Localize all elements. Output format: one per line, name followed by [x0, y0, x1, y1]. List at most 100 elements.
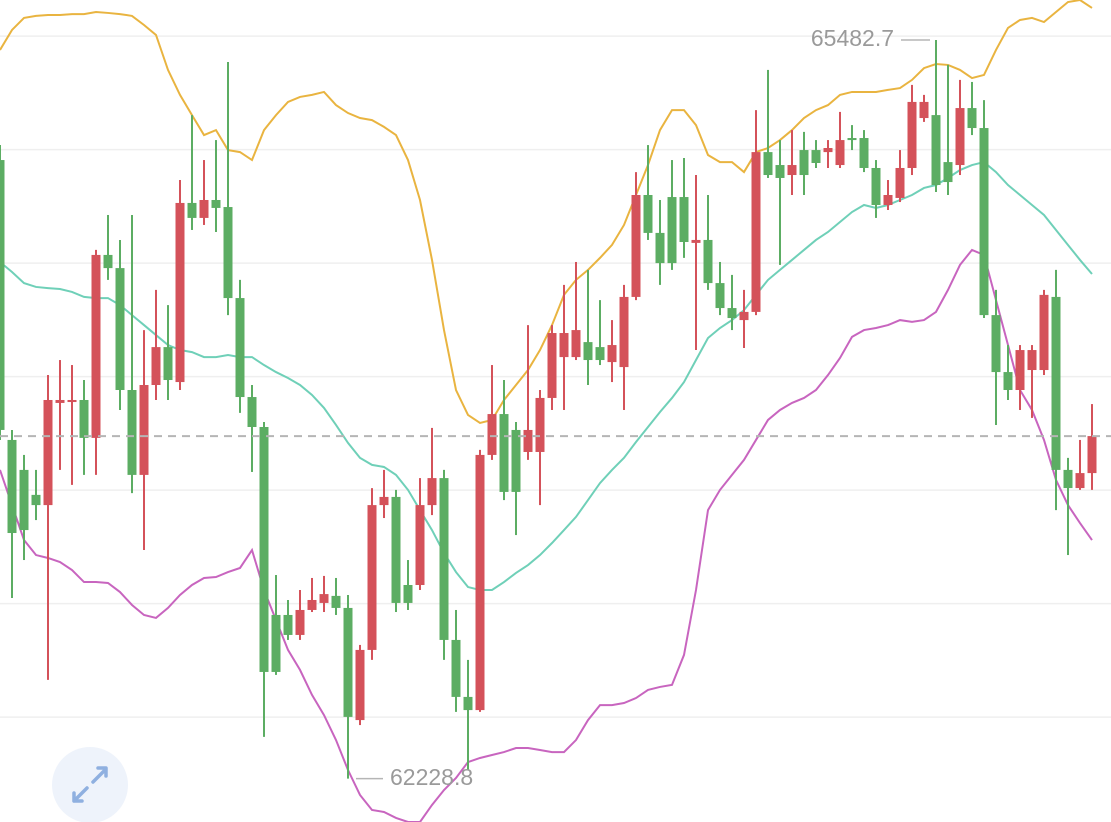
- expand-button-bg[interactable]: [52, 747, 128, 822]
- candle-body: [859, 138, 869, 168]
- candle-body: [451, 639, 461, 697]
- candle-body: [619, 296, 629, 368]
- candle-body: [847, 138, 857, 141]
- candle-body: [391, 496, 401, 603]
- candle-body: [919, 101, 929, 119]
- candle-body: [979, 128, 989, 316]
- candle-body: [235, 298, 245, 398]
- candle-body: [199, 199, 209, 218]
- candle-body: [763, 152, 773, 176]
- band-line: [0, 248, 1093, 822]
- candle-body: [271, 614, 281, 672]
- candle-body: [643, 195, 653, 233]
- candle-body: [631, 195, 641, 297]
- candle-body: [739, 311, 749, 321]
- candle-body: [943, 162, 953, 183]
- candle-body: [559, 333, 569, 358]
- candle-body: [667, 197, 677, 264]
- high-marker-label: 65482.7: [811, 25, 894, 51]
- candle-body: [427, 478, 437, 506]
- candle-body: [487, 414, 497, 455]
- candle-body: [247, 397, 257, 428]
- candle-body: [883, 195, 893, 205]
- candle-body: [19, 469, 29, 531]
- candle-body: [295, 609, 305, 635]
- candle-body: [319, 594, 329, 603]
- candle-body: [1027, 350, 1037, 371]
- candle-body: [583, 342, 593, 361]
- candle-body: [703, 239, 713, 284]
- candle-body: [787, 165, 797, 176]
- candle-body: [175, 202, 185, 383]
- candle-body: [151, 347, 161, 386]
- candle-body: [463, 696, 473, 711]
- annotations: 65482.7 62228.8: [0, 25, 1111, 790]
- expand-button[interactable]: [52, 747, 128, 822]
- candles: [0, 40, 1097, 779]
- candle-body: [127, 390, 137, 475]
- candle-body: [31, 494, 41, 506]
- candle-body: [223, 207, 233, 299]
- candle-body: [823, 148, 833, 153]
- candle-body: [367, 505, 377, 650]
- candle-body: [103, 254, 113, 269]
- candle-body: [523, 429, 533, 452]
- candle-body: [499, 414, 509, 492]
- candle-body: [7, 439, 17, 534]
- candle-body: [187, 202, 197, 218]
- candle-body: [751, 152, 761, 312]
- low-marker-label: 62228.8: [390, 764, 473, 790]
- candle-body: [55, 399, 65, 403]
- candle-body: [307, 599, 317, 610]
- candle-body: [415, 505, 425, 586]
- candle-body: [91, 254, 101, 438]
- candle-body: [355, 649, 365, 721]
- candle-body: [1075, 473, 1085, 489]
- candle-body: [835, 140, 845, 166]
- candle-body: [1015, 350, 1025, 391]
- candle-body: [283, 614, 293, 635]
- candle-body: [715, 283, 725, 309]
- candle-body: [811, 150, 821, 163]
- candle-body: [775, 165, 785, 178]
- candle-body: [871, 167, 881, 205]
- candle-body: [907, 101, 917, 168]
- candle-body: [139, 385, 149, 475]
- candle-body: [163, 347, 173, 381]
- candle-body: [1003, 372, 1013, 391]
- candle-body: [379, 496, 389, 506]
- candle-body: [679, 197, 689, 242]
- candle-body: [0, 160, 5, 430]
- candle-body: [571, 330, 581, 358]
- candle-body: [895, 167, 905, 198]
- candle-body: [115, 268, 125, 391]
- expand-icon[interactable]: [72, 766, 108, 803]
- candle-body: [1087, 436, 1097, 474]
- candle-body: [43, 399, 53, 506]
- candle-body: [799, 150, 809, 176]
- band-line: [0, 0, 1093, 424]
- candle-body: [1063, 469, 1073, 489]
- candle-body: [79, 399, 89, 438]
- candle-body: [439, 478, 449, 640]
- candle-body: [67, 399, 77, 403]
- candle-body: [607, 345, 617, 363]
- candle-body: [955, 108, 965, 166]
- grid: [0, 35, 1111, 718]
- candle-body: [331, 595, 341, 608]
- candle-body: [727, 308, 737, 319]
- candle-body: [343, 607, 353, 717]
- candle-body: [931, 115, 941, 186]
- candle-body: [691, 239, 701, 243]
- candle-body: [991, 315, 1001, 373]
- candle-body: [511, 429, 521, 492]
- candle-body: [655, 232, 665, 264]
- candle-body: [403, 585, 413, 603]
- candle-body: [547, 333, 557, 398]
- candle-body: [535, 397, 545, 452]
- candle-body: [595, 347, 605, 361]
- candle-body: [967, 108, 977, 129]
- candle-body: [211, 199, 221, 208]
